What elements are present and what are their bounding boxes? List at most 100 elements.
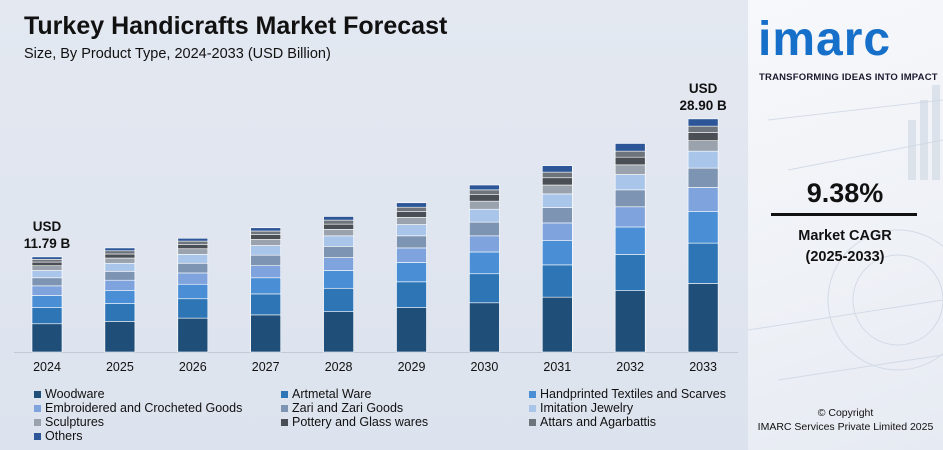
background-decoration <box>748 85 943 381</box>
legend-item: Pottery and Glass wares <box>281 415 529 429</box>
legend-item: Others <box>34 429 281 443</box>
bar-segment <box>614 150 646 158</box>
bar-segment <box>469 273 500 304</box>
legend-item: Sculptures <box>34 415 281 429</box>
legend-label: Pottery and Glass wares <box>292 415 429 429</box>
bar-segment <box>323 216 354 221</box>
bar-segment <box>541 171 573 179</box>
legend-item: Woodware <box>34 387 281 401</box>
bar-segment <box>469 184 500 191</box>
total-label-currency: USD <box>33 219 62 234</box>
legend-swatch <box>281 418 288 426</box>
bar-segment <box>396 202 427 208</box>
bar-segment <box>177 272 209 285</box>
bar-segment <box>104 257 136 264</box>
bar-segment <box>687 150 719 169</box>
legend-swatch <box>34 404 41 412</box>
bar-segment <box>396 211 427 218</box>
bar-segment <box>541 193 573 208</box>
bar-segment <box>614 143 646 152</box>
bar-segment <box>250 234 281 240</box>
bar-segment <box>104 303 136 322</box>
bar-segment <box>323 229 354 237</box>
legend-label: Woodware <box>45 387 105 401</box>
bar-segment <box>614 226 646 255</box>
bar-segment <box>687 187 719 212</box>
legend-swatch <box>34 418 41 426</box>
bar-segment <box>469 200 500 210</box>
bar-segment <box>469 194 500 202</box>
bar-segment <box>31 277 63 287</box>
cagr-value: 9.38% <box>806 178 884 208</box>
bar-segment <box>541 165 573 173</box>
bar-segment <box>31 295 63 308</box>
legend-swatch <box>34 432 41 440</box>
bar-segment <box>323 287 354 312</box>
legend-label: Embroidered and Crocheted Goods <box>45 401 243 415</box>
legend-label: Handprinted Textiles and Scarves <box>540 387 726 401</box>
bar-segment <box>177 254 209 264</box>
bar-segment <box>396 307 427 353</box>
bar-segment <box>541 207 573 224</box>
bar-segment <box>614 206 646 228</box>
bar-segment <box>31 307 63 325</box>
x-tick-label: 2033 <box>689 360 717 374</box>
legend-label: Imitation Jewelry <box>540 401 634 415</box>
bar-segment <box>396 224 427 237</box>
legend-label: Sculptures <box>45 415 105 429</box>
bar-segment <box>250 227 281 232</box>
copyright-notice: © Copyright IMARC Services Private Limit… <box>752 406 939 434</box>
bar-segment <box>687 211 719 244</box>
bar-segment <box>541 184 573 195</box>
page-subtitle: Size, By Product Type, 2024-2033 (USD Bi… <box>24 46 331 62</box>
x-tick-label: 2029 <box>398 360 426 374</box>
bar-segment <box>104 250 136 255</box>
bar-segment <box>323 235 354 247</box>
bar-segment <box>687 118 719 127</box>
bar-segment <box>104 253 136 259</box>
total-label-value: 28.90 B <box>679 98 727 113</box>
legend-item: Embroidered and Crocheted Goods <box>34 401 281 415</box>
bar-segment <box>541 296 573 353</box>
imarc-logo[interactable]: imarc TRANSFORMING IDEAS INTO IMPACT <box>758 10 938 90</box>
x-tick-label: 2027 <box>252 360 280 374</box>
bar-segment <box>396 206 427 212</box>
bar-segment <box>614 174 646 191</box>
bar-segment <box>396 216 427 225</box>
bar-segment <box>177 298 209 319</box>
bar-segment <box>31 259 63 263</box>
bar-segment <box>687 132 719 141</box>
legend-swatch <box>529 390 536 398</box>
x-tick-label: 2026 <box>179 360 207 374</box>
brand-panel <box>748 0 943 450</box>
legend-swatch <box>529 404 536 412</box>
bar-segment <box>541 240 573 266</box>
bar-segment <box>250 265 281 279</box>
chart-legend: Woodware Artmetal Ware Handprinted Textile… <box>34 387 734 443</box>
bar-segment <box>104 247 136 252</box>
bar-segment <box>104 271 136 281</box>
x-tick-label: 2032 <box>616 360 644 374</box>
legend-item: Handprinted Textiles and Scarves <box>529 387 734 401</box>
legend-swatch <box>529 418 536 426</box>
bar-segment <box>469 189 500 196</box>
x-tick-label: 2024 <box>33 360 61 374</box>
bar-segment <box>469 208 500 223</box>
bar-segment <box>323 223 354 230</box>
bar-segment <box>687 283 719 353</box>
logo-wordmark: imarc <box>758 13 892 66</box>
total-label-value: 11.79 B <box>24 236 71 251</box>
bar-segment <box>250 277 281 295</box>
bar-segment <box>31 285 63 296</box>
bar-segment <box>687 242 719 284</box>
bar-segment <box>250 254 281 266</box>
bar-segment <box>469 302 500 353</box>
legend-item: Attars and Agarbattis <box>529 415 734 429</box>
bar-segment <box>104 262 136 272</box>
x-tick-label: 2030 <box>470 360 498 374</box>
bar-segment <box>614 189 646 208</box>
legend-label: Zari and Zari Goods <box>292 401 404 415</box>
bar-segment <box>469 251 500 275</box>
bar-segment <box>541 177 573 186</box>
bar-segment <box>177 248 209 255</box>
